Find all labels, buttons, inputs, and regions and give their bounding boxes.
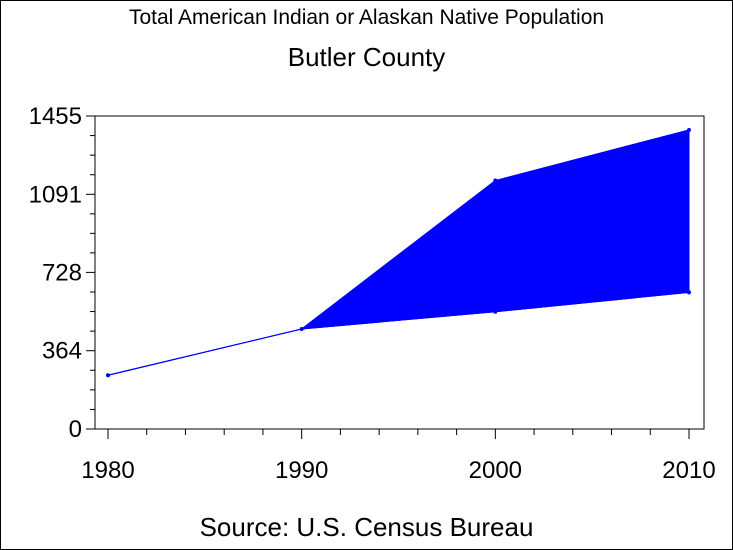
chart-title: Total American Indian or Alaskan Native … xyxy=(128,6,605,29)
source-note: Source: U.S. Census Bureau xyxy=(199,512,534,542)
data-point-lower xyxy=(493,309,498,314)
x-tick-label: 2010 xyxy=(662,457,715,484)
y-tick-label: 364 xyxy=(42,338,82,365)
y-tick-label: 728 xyxy=(42,259,82,286)
data-point-lower xyxy=(299,326,304,331)
y-tick-label: 1091 xyxy=(29,181,82,208)
area-band xyxy=(107,129,690,376)
y-tick-label: 0 xyxy=(69,416,82,443)
x-tick-label: 1990 xyxy=(275,457,328,484)
data-point-upper xyxy=(687,127,691,132)
series-line-upper xyxy=(107,129,690,376)
x-tick-label: 2000 xyxy=(469,457,522,484)
data-point-upper xyxy=(493,178,498,183)
y-tick-label: 1455 xyxy=(29,103,82,130)
data-point-lower xyxy=(106,373,110,378)
chart-subtitle: Butler County xyxy=(287,42,446,72)
data-point-lower xyxy=(687,290,691,295)
x-tick-label: 1980 xyxy=(81,457,134,484)
